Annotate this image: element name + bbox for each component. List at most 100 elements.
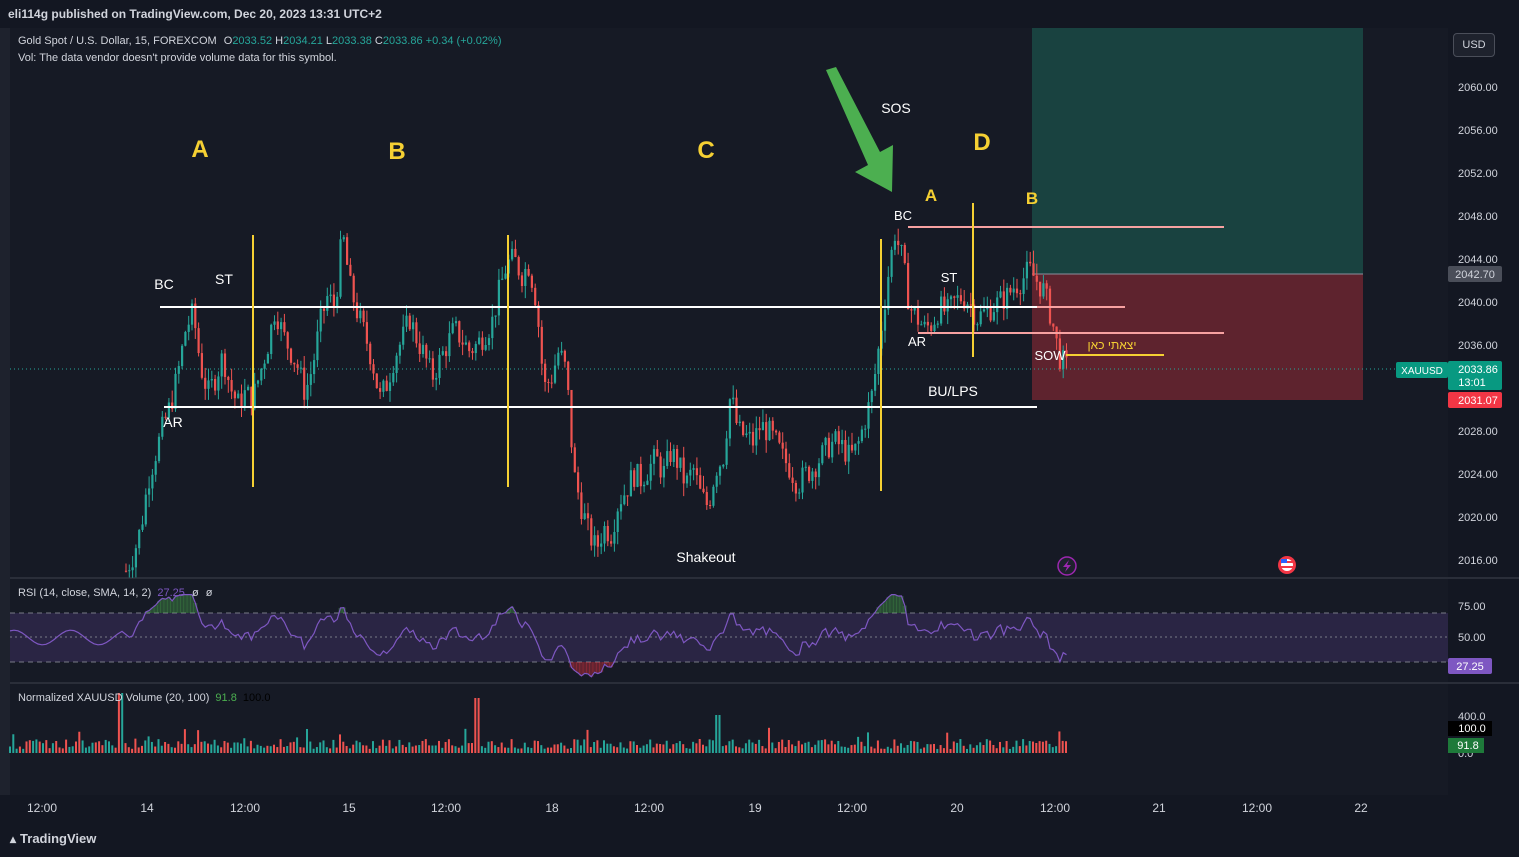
candle[interactable] — [184, 331, 187, 346]
candle[interactable] — [817, 463, 821, 478]
candle[interactable] — [540, 326, 543, 364]
candle[interactable] — [956, 295, 959, 298]
candle[interactable] — [870, 390, 873, 403]
candle[interactable] — [1012, 288, 1015, 293]
candle[interactable] — [530, 275, 533, 288]
candle[interactable] — [864, 428, 867, 430]
candle[interactable] — [157, 436, 161, 462]
main-legend[interactable]: Gold Spot / U.S. Dollar, 15, FOREXCOM O2… — [18, 35, 502, 47]
candle[interactable] — [662, 465, 665, 478]
candle[interactable] — [857, 441, 860, 444]
candle[interactable] — [596, 535, 599, 547]
candle[interactable] — [375, 373, 378, 389]
candle[interactable] — [504, 273, 507, 279]
candle[interactable] — [148, 488, 151, 495]
candle[interactable] — [590, 518, 593, 546]
candle[interactable] — [319, 308, 322, 332]
candle[interactable] — [280, 322, 283, 330]
candle[interactable] — [577, 472, 580, 493]
candle[interactable] — [824, 437, 827, 446]
candle[interactable] — [220, 353, 223, 377]
candle[interactable] — [181, 345, 184, 367]
candle[interactable] — [943, 296, 946, 312]
candle[interactable] — [408, 315, 411, 330]
candle[interactable] — [514, 248, 517, 258]
candle[interactable] — [586, 513, 590, 519]
candle[interactable] — [989, 307, 992, 321]
candle[interactable] — [646, 480, 649, 485]
candle[interactable] — [920, 324, 923, 326]
candle[interactable] — [976, 324, 979, 326]
candle[interactable] — [1015, 288, 1019, 294]
candle[interactable] — [788, 463, 791, 478]
candle[interactable] — [494, 315, 497, 317]
candle[interactable] — [603, 525, 606, 544]
candle[interactable] — [923, 321, 926, 325]
candle[interactable] — [715, 475, 718, 487]
candle[interactable] — [593, 535, 596, 546]
candle[interactable] — [454, 321, 458, 324]
position-loss-zone[interactable] — [1032, 274, 1363, 400]
candle[interactable] — [781, 442, 784, 449]
candle[interactable] — [230, 380, 233, 392]
candle[interactable] — [953, 296, 956, 298]
candle[interactable] — [339, 239, 342, 297]
candle[interactable] — [365, 322, 368, 344]
candle[interactable] — [791, 477, 794, 484]
candle[interactable] — [448, 333, 451, 357]
candle[interactable] — [610, 541, 613, 544]
candle[interactable] — [992, 312, 995, 321]
candle[interactable] — [695, 468, 698, 476]
candle[interactable] — [326, 296, 329, 311]
candle[interactable] — [458, 321, 461, 343]
candle[interactable] — [332, 294, 335, 308]
candle[interactable] — [940, 296, 943, 324]
candle[interactable] — [702, 488, 705, 493]
candle[interactable] — [405, 315, 408, 327]
candle[interactable] — [388, 382, 392, 391]
candle[interactable] — [520, 275, 524, 286]
candle[interactable] — [260, 368, 263, 381]
rsi-legend[interactable]: RSI (14, close, SMA, 14, 2) 27.25 ø ø — [18, 587, 212, 599]
candle[interactable] — [570, 389, 573, 448]
candle[interactable] — [1052, 323, 1055, 327]
candle[interactable] — [382, 380, 385, 392]
candle[interactable] — [755, 428, 758, 446]
candle[interactable] — [712, 486, 715, 506]
candle[interactable] — [903, 245, 906, 264]
candle[interactable] — [481, 337, 484, 350]
candle[interactable] — [613, 532, 616, 544]
candle[interactable] — [814, 471, 817, 478]
candle[interactable] — [263, 363, 266, 369]
candles-group[interactable] — [124, 228, 1068, 578]
candle[interactable] — [573, 447, 576, 473]
candle[interactable] — [669, 451, 672, 463]
candle[interactable] — [563, 350, 566, 362]
candle[interactable] — [738, 421, 741, 424]
candle[interactable] — [438, 354, 441, 378]
candle[interactable] — [619, 504, 623, 512]
candle[interactable] — [322, 308, 326, 311]
candle[interactable] — [369, 343, 372, 365]
candle[interactable] — [474, 343, 477, 354]
candle[interactable] — [745, 433, 748, 436]
candle[interactable] — [223, 353, 227, 377]
candle[interactable] — [778, 432, 781, 443]
candle[interactable] — [567, 361, 570, 390]
candle[interactable] — [699, 475, 702, 489]
candle[interactable] — [177, 366, 180, 374]
candle[interactable] — [167, 402, 170, 418]
candle[interactable] — [313, 360, 316, 375]
candle[interactable] — [963, 301, 966, 309]
candle[interactable] — [1039, 281, 1042, 297]
candle[interactable] — [451, 323, 454, 334]
candle[interactable] — [1002, 291, 1005, 310]
candle[interactable] — [986, 307, 989, 310]
candle[interactable] — [309, 374, 312, 385]
candle[interactable] — [128, 570, 131, 572]
candle[interactable] — [431, 358, 434, 380]
candle[interactable] — [735, 397, 738, 424]
candle[interactable] — [728, 399, 731, 439]
candle[interactable] — [930, 325, 933, 332]
candle[interactable] — [623, 495, 626, 505]
